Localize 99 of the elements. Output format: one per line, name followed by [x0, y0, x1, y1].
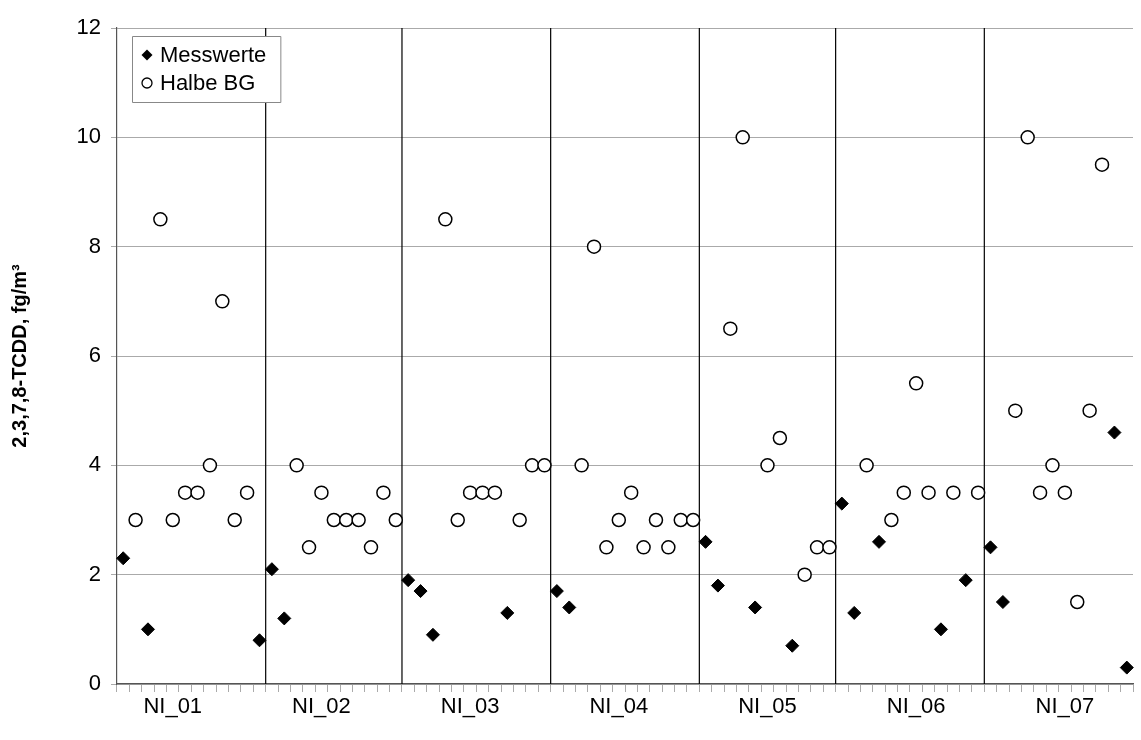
point	[772, 430, 788, 446]
point	[847, 605, 862, 620]
point	[165, 512, 181, 528]
y-tick-label: 10	[76, 123, 101, 149]
x-tick-label: NI_01	[143, 693, 203, 719]
point	[537, 458, 552, 473]
point	[264, 562, 279, 577]
y-tick-label: 4	[88, 451, 101, 477]
x-tick-label: NI_07	[1035, 693, 1095, 719]
point	[512, 512, 527, 528]
legend-label: Messwerte	[160, 42, 267, 68]
point	[661, 540, 676, 555]
point	[326, 512, 342, 528]
x-tick-label: NI_04	[589, 693, 649, 719]
point	[376, 485, 391, 500]
point	[202, 458, 218, 473]
x-tick-label: NI_05	[738, 693, 797, 719]
point	[215, 294, 230, 309]
point	[190, 485, 205, 500]
point	[1032, 485, 1048, 500]
point	[1069, 594, 1085, 610]
point	[921, 485, 936, 500]
point	[896, 485, 912, 500]
point	[995, 595, 1010, 609]
point	[586, 239, 602, 254]
point	[227, 512, 242, 528]
point	[1094, 157, 1110, 172]
legend-label: Halbe BG	[160, 70, 256, 96]
point	[673, 512, 689, 528]
point	[549, 584, 564, 599]
point	[363, 540, 379, 555]
x-tick-label: NI_06	[886, 693, 946, 719]
x-tick-label: NI_03	[440, 693, 500, 719]
point	[797, 567, 812, 582]
point	[450, 512, 465, 528]
point	[822, 540, 837, 555]
point	[574, 458, 589, 473]
point	[859, 458, 874, 473]
point	[760, 458, 775, 473]
point	[735, 130, 750, 145]
point	[500, 605, 515, 620]
point	[177, 485, 193, 500]
y-axis-title: 2,3,7,8-TCDD, fg/m³	[7, 263, 30, 448]
y-tick-label: 2	[88, 560, 101, 586]
point	[1107, 425, 1122, 440]
point	[116, 551, 131, 566]
point	[723, 321, 738, 336]
point	[425, 627, 440, 642]
point	[748, 600, 763, 615]
point	[351, 512, 366, 528]
point	[487, 485, 503, 500]
y-tick-label: 8	[88, 232, 101, 258]
point	[685, 512, 701, 528]
point	[239, 485, 255, 500]
point	[1057, 485, 1073, 500]
point	[1082, 403, 1097, 418]
y-tick-label: 6	[88, 342, 101, 368]
point	[872, 534, 886, 549]
point	[438, 212, 453, 227]
point	[277, 611, 292, 626]
y-tick-label: 0	[88, 670, 101, 696]
point	[289, 458, 304, 473]
point	[970, 485, 986, 500]
point	[252, 633, 267, 648]
point	[599, 540, 614, 555]
point	[623, 485, 639, 500]
x-tick-label: NI_02	[292, 693, 351, 719]
point	[140, 622, 155, 637]
y-tick-label: 12	[76, 14, 101, 40]
point	[710, 578, 725, 593]
point	[1020, 130, 1035, 145]
point	[958, 573, 973, 588]
point	[413, 584, 428, 599]
point	[338, 512, 354, 528]
point	[1045, 458, 1060, 473]
point	[301, 540, 317, 555]
point	[698, 534, 713, 549]
point	[946, 485, 961, 500]
point	[785, 638, 800, 653]
point	[562, 600, 577, 615]
point	[884, 512, 899, 528]
point	[401, 573, 416, 588]
point	[128, 512, 143, 528]
point	[462, 485, 478, 500]
point	[1008, 403, 1023, 418]
point	[809, 540, 825, 555]
point	[983, 540, 998, 555]
point	[648, 512, 664, 528]
point	[153, 212, 168, 227]
point	[524, 458, 540, 473]
point	[475, 485, 490, 500]
point	[388, 512, 404, 528]
point	[611, 512, 627, 528]
point	[933, 622, 948, 637]
point	[636, 540, 651, 555]
point	[908, 376, 924, 391]
point	[1119, 660, 1134, 675]
point	[314, 485, 329, 500]
point	[834, 496, 849, 511]
